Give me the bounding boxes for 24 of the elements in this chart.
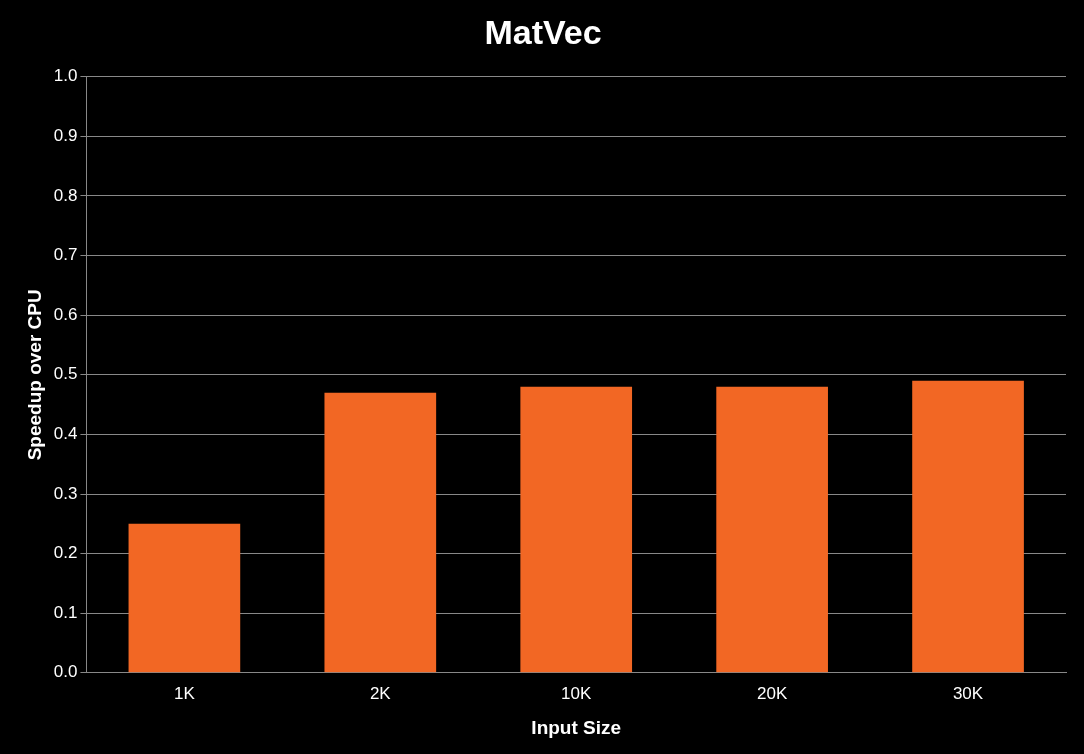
x-tick-label: 1K (173, 683, 196, 703)
y-tick-label: 0.0 (53, 662, 78, 682)
y-tick-label: 0.9 (53, 126, 78, 146)
y-tick-label: 0.7 (53, 245, 78, 265)
bar (324, 392, 437, 673)
x-tick-label: 20K (757, 683, 788, 703)
x-tick-label: 2K (369, 683, 392, 703)
bar (128, 523, 241, 673)
y-axis-title: Speedup over CPU (23, 289, 45, 461)
y-tick-label: 1.0 (53, 66, 78, 86)
y-tick-label: 0.2 (53, 543, 78, 563)
y-tick-label: 0.8 (53, 185, 78, 205)
y-tick-label: 0.3 (53, 483, 78, 503)
x-tick-label: 30K (952, 683, 984, 703)
chart-title: MatVec (484, 12, 602, 51)
y-tick-label: 0.1 (53, 602, 78, 622)
y-tick-label: 0.5 (53, 364, 78, 384)
x-tick-label: 10K (561, 683, 592, 703)
y-tick-label: 0.6 (53, 304, 78, 324)
x-axis-title: Input Size (531, 716, 622, 738)
y-tick-label: 0.4 (53, 424, 78, 444)
bar (716, 386, 828, 673)
bar (520, 386, 633, 673)
bar (912, 380, 1024, 673)
